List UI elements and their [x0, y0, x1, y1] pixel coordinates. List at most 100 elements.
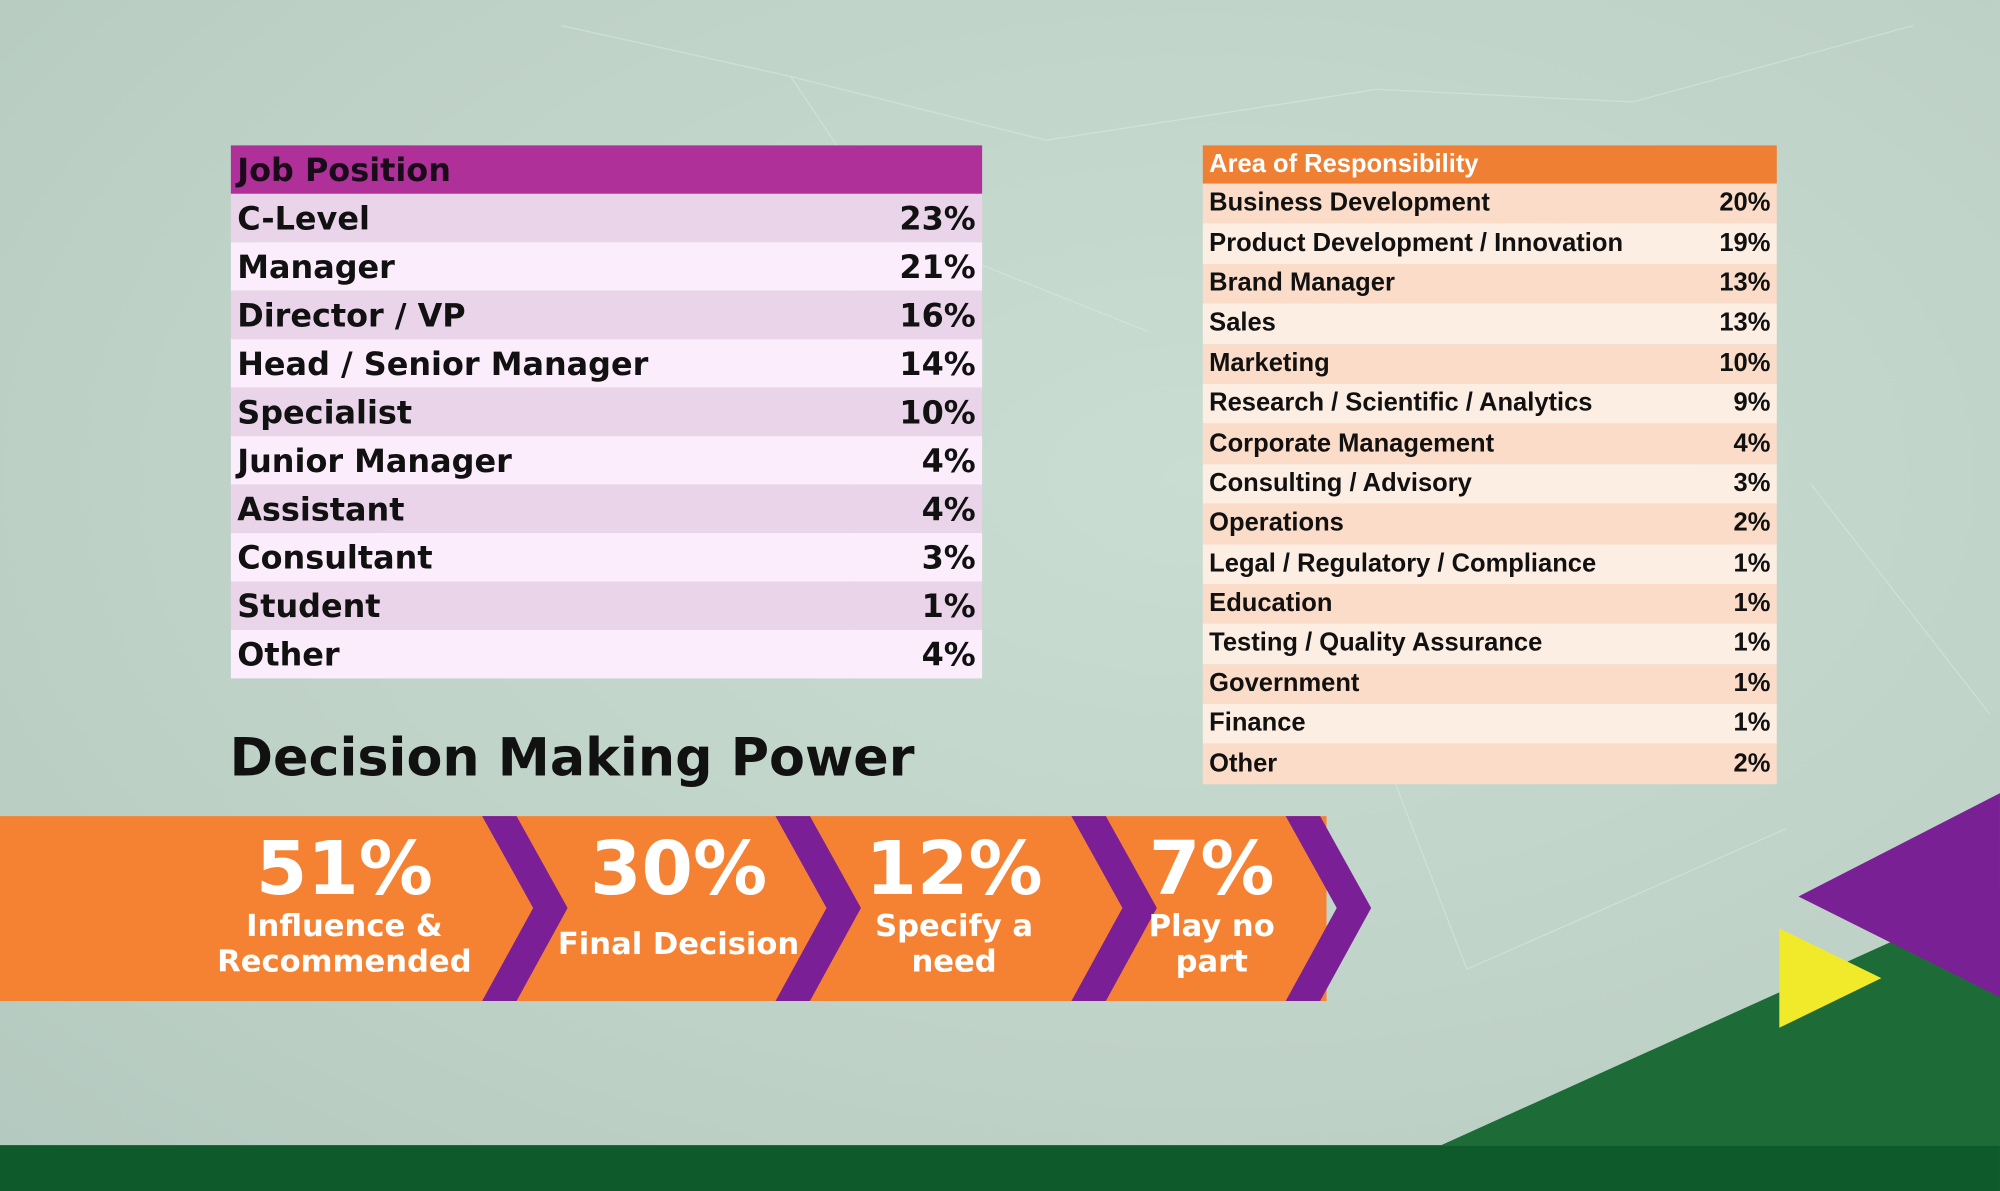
row-label: Corporate Management	[1202, 423, 1703, 464]
row-label: Operations	[1202, 503, 1703, 544]
header-row: Area of Responsibility	[1202, 145, 1777, 184]
header-row: Job Position	[230, 145, 983, 194]
table-row: Legal / Regulatory / Compliance 1%	[1202, 543, 1777, 584]
table-row: Business Development 20%	[1202, 183, 1777, 224]
row-label: Other	[230, 629, 852, 679]
header-cell: Area of Responsibility	[1202, 145, 1777, 184]
chevrons	[482, 816, 1372, 1002]
row-label: Research / Scientific / Analytics	[1202, 383, 1703, 424]
decision-percent: 7%	[1148, 825, 1275, 912]
table-row: Sales 13%	[1202, 303, 1777, 344]
decision-segment: 51% Influence & Recommended	[179, 829, 511, 979]
row-label: Business Development	[1202, 183, 1703, 224]
decision-label: Influence & Recommended	[217, 907, 472, 980]
row-value: 2%	[1702, 744, 1777, 785]
row-label: Testing / Quality Assurance	[1202, 623, 1703, 664]
row-label: Specialist	[230, 387, 852, 437]
row-value: 4%	[851, 484, 983, 534]
table-row: Other 4%	[230, 629, 983, 679]
table-row: Junior Manager 4%	[230, 436, 983, 485]
table-row: Other 2%	[1202, 744, 1777, 785]
table-row: Research / Scientific / Analytics 9%	[1202, 383, 1777, 424]
row-value: 1%	[1702, 583, 1777, 624]
row-value: 1%	[1702, 704, 1777, 745]
row-value: 3%	[851, 533, 983, 582]
row-value: 2%	[1702, 503, 1777, 544]
decision-label: Play no part	[1148, 907, 1275, 980]
footer-bar	[0, 1145, 2000, 1191]
decision-percent: 30%	[590, 825, 768, 912]
row-label: Sales	[1202, 303, 1703, 344]
row-label: Assistant	[230, 484, 852, 534]
row-label: C-Level	[230, 193, 852, 243]
table-row: Marketing 10%	[1202, 343, 1777, 384]
row-value: 4%	[1702, 423, 1777, 464]
table-row: Specialist 10%	[230, 387, 983, 437]
row-value: 13%	[1702, 263, 1777, 304]
job-position-table: Job Position C-Level 23% Manager 21% Director…	[230, 145, 983, 679]
table-row: Operations 2%	[1202, 503, 1777, 544]
table-row: Government 1%	[1202, 663, 1777, 705]
table-row: C-Level 23%	[230, 193, 983, 243]
table-row: Head / Senior Manager 14%	[230, 339, 983, 388]
table-row: Director / VP 16%	[230, 290, 983, 340]
decision-percent: 51%	[255, 825, 433, 912]
table-row: Assistant 4%	[230, 484, 983, 534]
table-row: Manager 21%	[230, 242, 983, 291]
header-cell: Job Position	[230, 145, 983, 194]
table-row: Education 1%	[1202, 583, 1777, 624]
row-label: Consulting / Advisory	[1202, 463, 1703, 504]
row-label: Finance	[1202, 704, 1703, 745]
row-label: Junior Manager	[230, 436, 852, 485]
table-row: Corporate Management 4%	[1202, 423, 1777, 464]
row-label: Head / Senior Manager	[230, 339, 852, 388]
decision-label: Specify a need	[875, 907, 1034, 980]
responsibility-table: Area of Responsibility Business Developme…	[1202, 145, 1777, 785]
row-value: 23%	[851, 193, 983, 243]
row-value: 1%	[1702, 623, 1777, 664]
row-value: 19%	[1702, 223, 1777, 264]
row-label: Brand Manager	[1202, 263, 1703, 304]
green-corner	[1441, 892, 2000, 1146]
row-value: 16%	[851, 290, 983, 340]
decision-segment: 30% Final Decision	[513, 829, 845, 962]
yellow-triangle	[1779, 928, 1882, 1028]
row-value: 4%	[851, 436, 983, 485]
row-value: 10%	[851, 387, 983, 437]
decision-segment: 12% Specify a need	[788, 829, 1120, 979]
row-label: Director / VP	[230, 290, 852, 340]
row-value: 1%	[851, 581, 983, 630]
row-label: Government	[1202, 663, 1703, 705]
section-title: Decision Making Power	[229, 726, 915, 789]
table-row: Brand Manager 13%	[1202, 263, 1777, 304]
row-label: Consultant	[230, 533, 852, 582]
row-value: 13%	[1702, 303, 1777, 344]
decision-label: Final Decision	[557, 925, 800, 962]
row-label: Education	[1202, 583, 1703, 624]
table-row: Consultant 3%	[230, 533, 983, 582]
table-row: Consulting / Advisory 3%	[1202, 463, 1777, 504]
decision-percent: 12%	[865, 825, 1043, 912]
row-value: 10%	[1702, 343, 1777, 384]
row-value: 4%	[851, 629, 983, 679]
row-value: 1%	[1702, 663, 1777, 705]
purple-triangle	[1798, 793, 2000, 998]
row-label: Manager	[230, 242, 852, 291]
table-row: Testing / Quality Assurance 1%	[1202, 623, 1777, 664]
row-label: Legal / Regulatory / Compliance	[1202, 543, 1703, 584]
row-label: Marketing	[1202, 343, 1703, 384]
row-label: Student	[230, 581, 852, 630]
row-value: 3%	[1702, 463, 1777, 504]
table-row: Student 1%	[230, 581, 983, 630]
row-label: Other	[1202, 744, 1703, 785]
row-value: 21%	[851, 242, 983, 291]
row-label: Product Development / Innovation	[1202, 223, 1703, 264]
row-value: 1%	[1702, 543, 1777, 584]
row-value: 9%	[1702, 383, 1777, 424]
row-value: 20%	[1702, 183, 1777, 224]
decision-segment: 7% Play no part	[1046, 829, 1378, 979]
row-value: 14%	[851, 339, 983, 388]
